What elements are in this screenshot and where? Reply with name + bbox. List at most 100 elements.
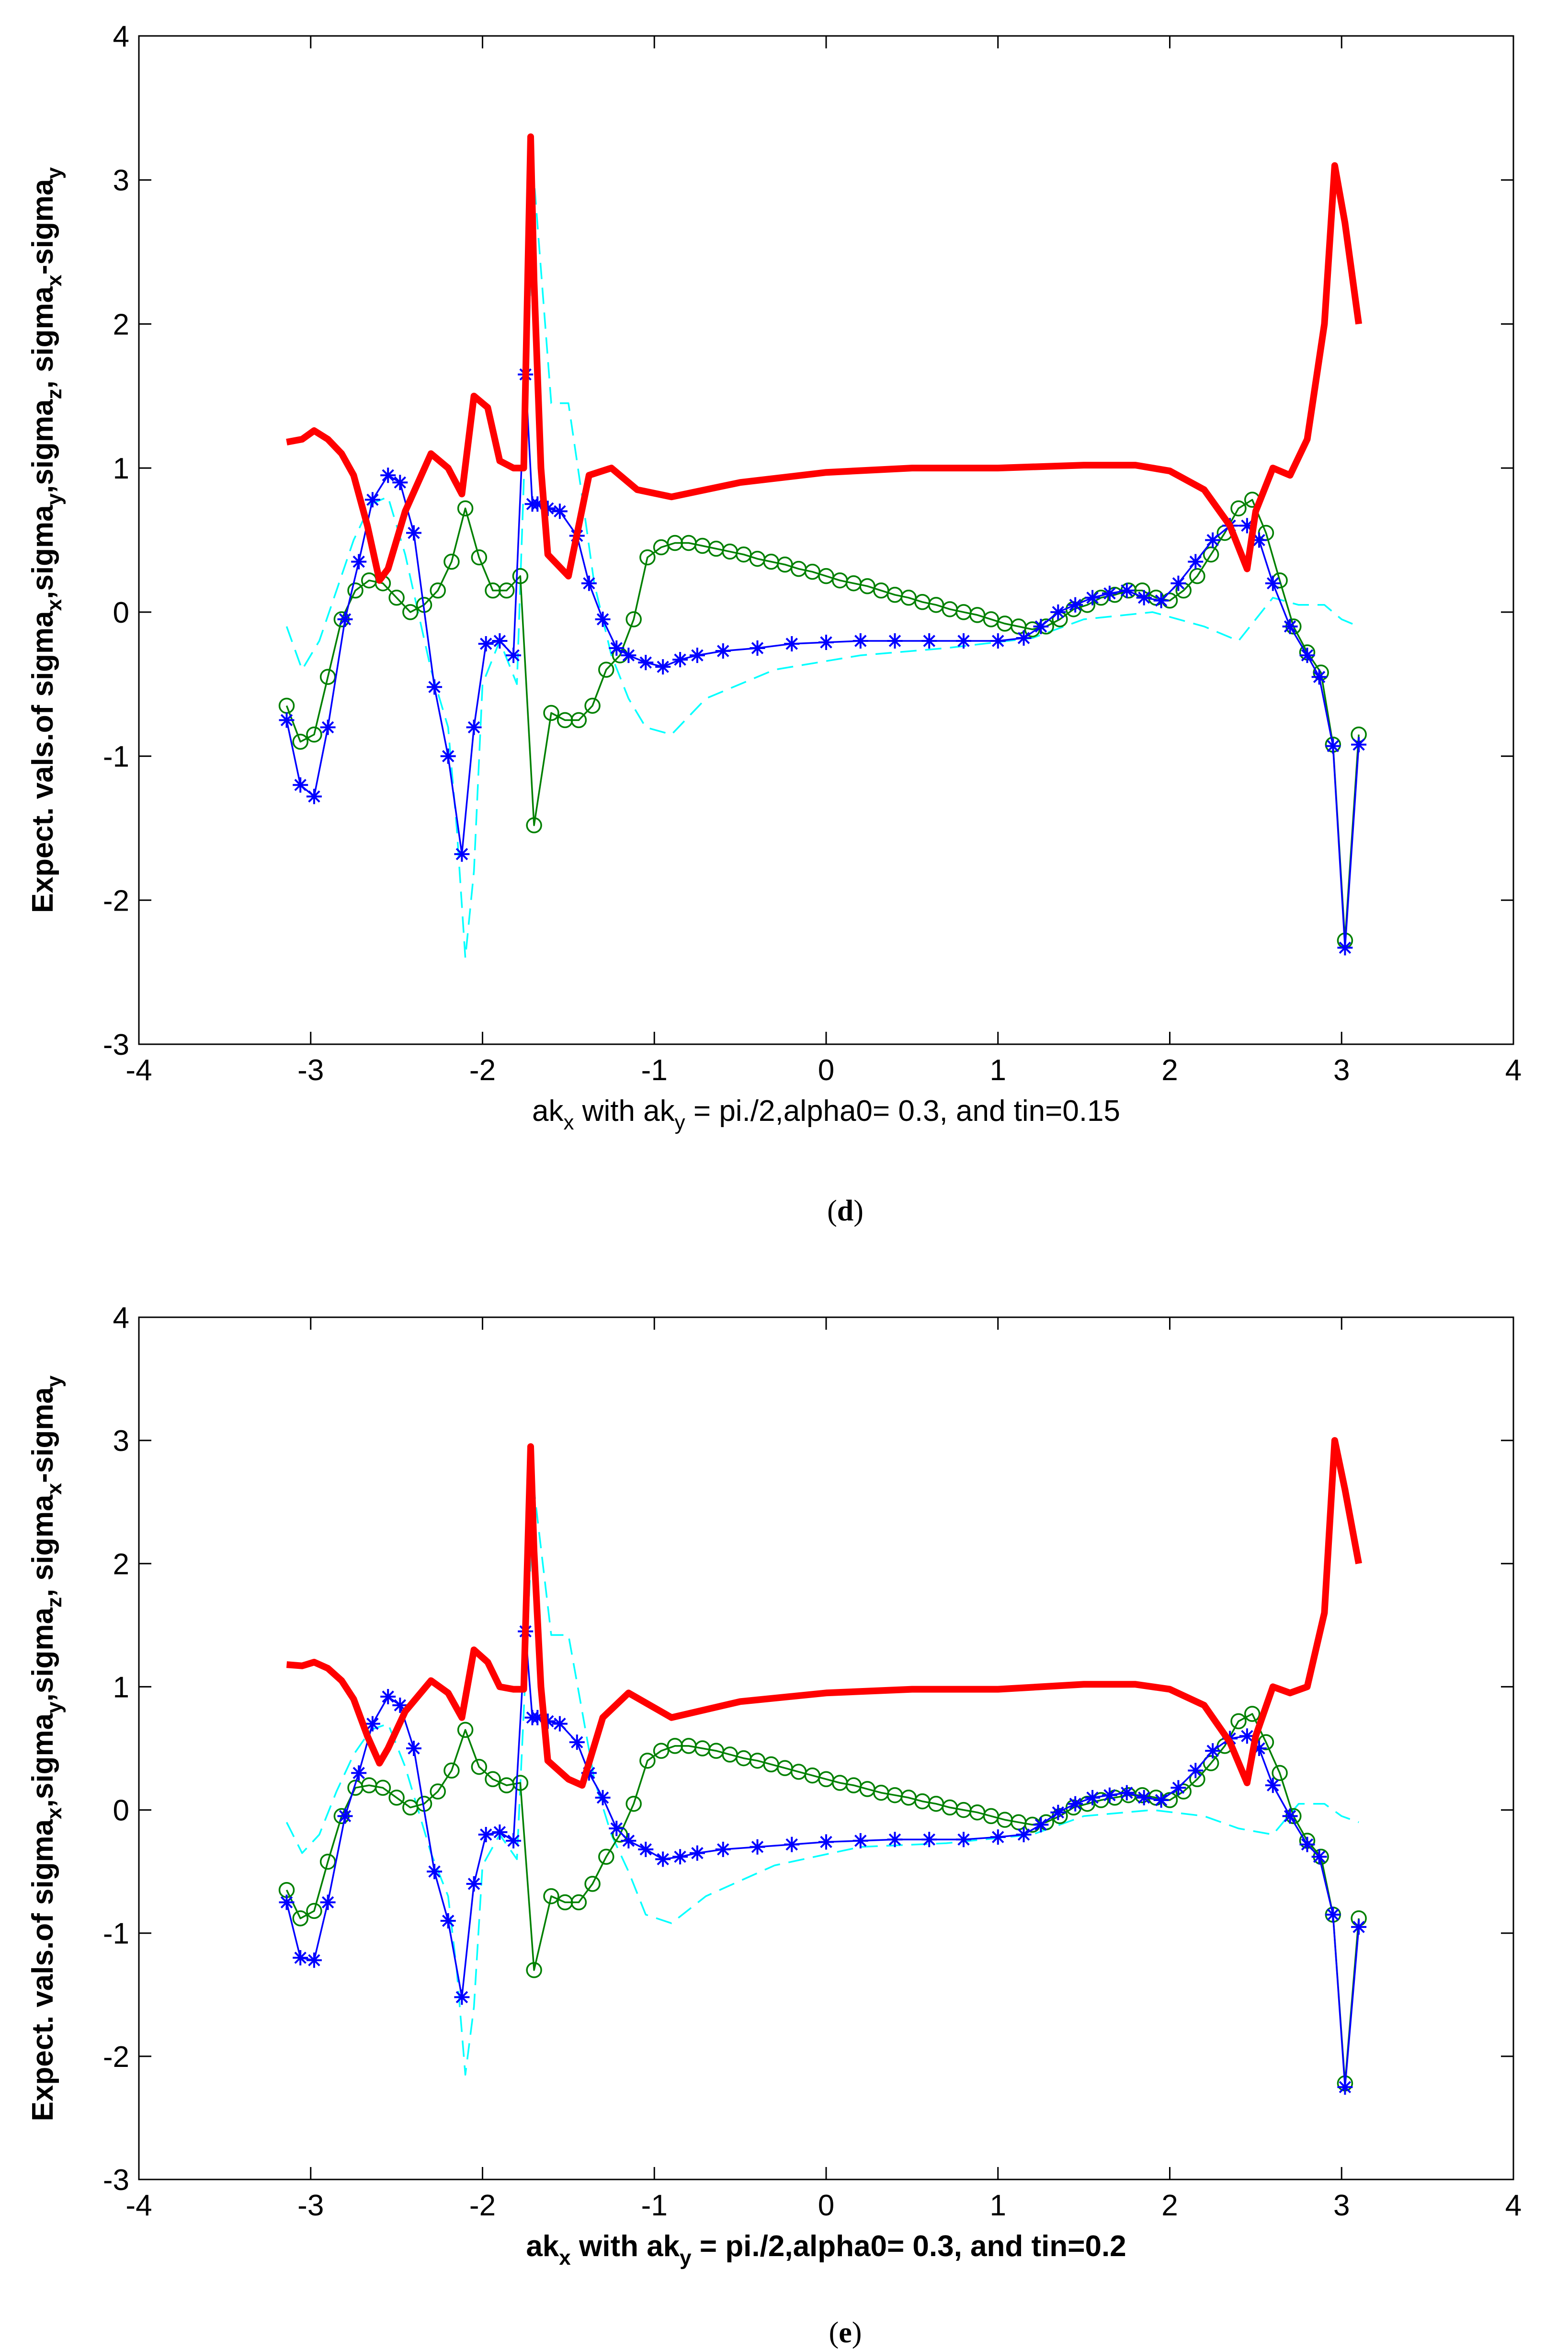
data-point <box>506 648 522 663</box>
data-point <box>1033 1817 1049 1833</box>
data-point <box>430 582 446 599</box>
caption-paren: ) <box>853 1195 864 1227</box>
series-sigma-x-sigma-y <box>286 133 1363 584</box>
x-axis-label: akx with aky = pi./2,alpha0= 0.3, and ti… <box>526 2230 1126 2270</box>
x-tick-label: -2 <box>469 2189 496 2222</box>
data-point <box>655 659 671 675</box>
data-point <box>388 1790 405 1806</box>
data-point <box>1205 1743 1221 1759</box>
y-axis-label: Expect. vals.of sigmax,sigmay,sigmaz, si… <box>26 1375 66 2121</box>
data-point <box>1188 554 1204 570</box>
data-point <box>1102 585 1117 601</box>
x-tick-label: 1 <box>990 1054 1006 1087</box>
series-sigma-z-line <box>285 1713 1360 2085</box>
data-point <box>1188 1763 1204 1779</box>
y-tick-label: 1 <box>113 1671 129 1704</box>
y-tick-label: 0 <box>113 1794 129 1827</box>
data-point <box>1337 2079 1353 2095</box>
data-point <box>1282 1808 1298 1824</box>
data-point <box>552 1716 568 1732</box>
x-tick-label: 0 <box>818 2189 834 2222</box>
data-point <box>364 492 380 508</box>
data-point <box>689 1845 705 1861</box>
data-point <box>887 633 903 649</box>
data-point <box>1337 940 1353 956</box>
data-point <box>530 1710 545 1725</box>
data-point <box>1189 568 1205 584</box>
data-point <box>569 1734 585 1750</box>
xlabel-part: ak <box>526 2230 559 2263</box>
panel-caption: (e) <box>829 2316 862 2349</box>
ylabel-part: ,sigma <box>26 1608 59 1702</box>
caption-letter: d <box>837 1195 853 1227</box>
x-tick-label: 2 <box>1161 2189 1178 2222</box>
data-point <box>457 500 474 517</box>
data-point <box>347 582 364 599</box>
data-point <box>625 611 642 627</box>
data-point <box>584 1876 601 1892</box>
data-point <box>443 1762 460 1779</box>
data-point <box>380 1689 396 1704</box>
series-sigma-x <box>279 366 1367 956</box>
xlabel-sub: y <box>675 1111 685 1134</box>
data-point <box>784 636 800 651</box>
data-point <box>543 1888 559 1905</box>
data-point <box>306 788 322 804</box>
data-point <box>1153 1792 1169 1808</box>
data-point <box>440 1913 456 1928</box>
data-point <box>427 1864 443 1880</box>
data-point <box>380 468 396 483</box>
ylabel-part: ,sigma <box>26 505 59 599</box>
data-point <box>530 496 545 512</box>
ylabel-part: , sigma <box>26 1494 59 1597</box>
data-point <box>392 475 408 491</box>
caption-paren: ) <box>852 2316 862 2349</box>
x-axis-label: akx with aky = pi./2,alpha0= 0.3, and ti… <box>532 1095 1120 1134</box>
y-tick-label: 4 <box>113 1301 129 1335</box>
data-point <box>672 1849 688 1865</box>
x-tick-label: 4 <box>1505 1054 1522 1087</box>
ylabel-sub: x <box>43 274 66 286</box>
data-point <box>625 1795 642 1812</box>
data-point <box>454 846 470 862</box>
data-point <box>956 633 971 649</box>
data-point <box>689 648 705 663</box>
ylabel-sub: y <box>43 1701 66 1713</box>
data-point <box>1239 1728 1255 1744</box>
data-point <box>1170 1780 1186 1796</box>
data-point <box>1325 738 1341 754</box>
y-tick-label: 2 <box>113 308 129 341</box>
y-tick-label: -2 <box>103 884 129 917</box>
data-point <box>638 655 654 671</box>
y-tick-label: 1 <box>113 452 129 485</box>
data-point <box>750 640 765 656</box>
data-point <box>639 1752 656 1769</box>
data-point <box>293 1950 308 1966</box>
data-point <box>638 1841 654 1857</box>
y-tick-label: -3 <box>103 1028 129 1061</box>
y-tick-label: 3 <box>113 1425 129 1458</box>
panel-caption: (d) <box>827 1195 864 1227</box>
data-point <box>715 1841 731 1857</box>
data-point <box>320 1894 336 1910</box>
ylabel-sub: z <box>43 1597 66 1608</box>
data-point <box>570 712 587 729</box>
ylabel-part: Expect. vals.of sigma <box>26 1819 59 2121</box>
data-point <box>1244 1706 1261 1722</box>
x-tick-label: -4 <box>125 1054 152 1087</box>
data-point <box>392 1698 408 1713</box>
data-point <box>1311 669 1327 685</box>
xlabel-part: ak <box>532 1095 564 1128</box>
data-point <box>506 1833 522 1848</box>
plot-frame <box>138 1316 1514 2180</box>
y-tick-label: 0 <box>113 596 129 629</box>
data-point <box>1325 1907 1341 1923</box>
x-tick-label: -1 <box>641 1054 668 1087</box>
series-sigma-z <box>278 1706 1367 2092</box>
data-point <box>306 726 322 743</box>
ylabel-part: , sigma <box>26 286 59 388</box>
data-point <box>279 1894 295 1910</box>
data-point <box>818 1834 834 1850</box>
